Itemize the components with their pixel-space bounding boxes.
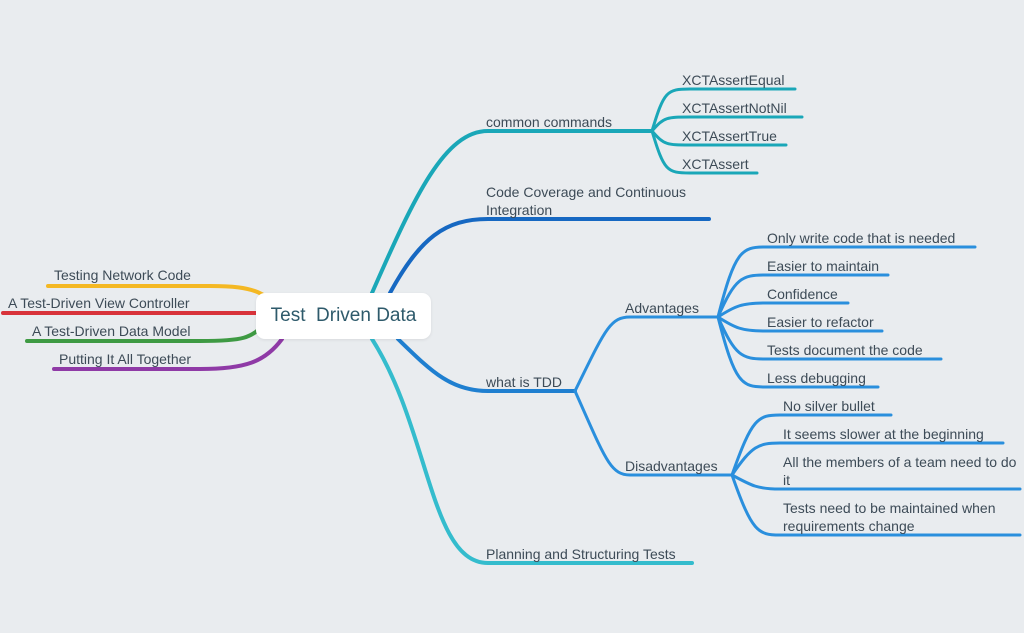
connector-disadvantage-0 bbox=[730, 413, 893, 477]
topic-less-debugging[interactable]: Less debugging bbox=[767, 370, 866, 386]
branch-test-driven-view-controller[interactable]: A Test-Driven View Controller bbox=[8, 295, 190, 311]
branch-putting-it-all-together[interactable]: Putting It All Together bbox=[59, 351, 192, 367]
connector-xctassert bbox=[650, 129, 759, 175]
topic-disadvantages[interactable]: Disadvantages bbox=[625, 458, 718, 474]
connector-code-coverage bbox=[388, 217, 711, 295]
topic-xctassertnotnil[interactable]: XCTAssertNotNil bbox=[682, 100, 787, 116]
connector-disadvantage-3 bbox=[730, 473, 1022, 537]
branch-test-driven-data-model[interactable]: A Test-Driven Data Model bbox=[32, 323, 191, 339]
connector-advantage-1 bbox=[716, 273, 890, 319]
connector-advantage-0 bbox=[716, 245, 977, 319]
connector-putting-together bbox=[52, 337, 284, 371]
connector-advantage-5 bbox=[716, 315, 880, 389]
connector-xctassertequal bbox=[650, 87, 797, 133]
connector-disadvantages bbox=[573, 389, 734, 477]
connector-xctassertnotnil bbox=[650, 115, 804, 133]
branch-what-is-tdd[interactable]: what is TDD bbox=[486, 374, 562, 390]
connector-planning bbox=[370, 337, 694, 565]
connector-advantage-3 bbox=[716, 315, 884, 333]
connector-disadvantage-1 bbox=[730, 441, 1005, 477]
topic-confidence[interactable]: Confidence bbox=[767, 286, 838, 302]
branch-code-coverage[interactable]: Code Coverage and Continuous Integration bbox=[486, 184, 687, 218]
branch-planning-structuring-tests[interactable]: Planning and Structuring Tests bbox=[486, 546, 676, 562]
topic-easier-to-refactor[interactable]: Easier to refactor bbox=[767, 314, 874, 330]
root-topic[interactable]: Test Driven Data bbox=[256, 293, 431, 339]
connector-advantages bbox=[573, 315, 720, 393]
topic-seems-slower[interactable]: It seems slower at the beginning bbox=[783, 426, 984, 442]
connector-advantage-4 bbox=[716, 315, 943, 361]
topic-advantages[interactable]: Advantages bbox=[625, 300, 699, 316]
topic-only-write-code-needed[interactable]: Only write code that is needed bbox=[767, 230, 956, 246]
connector-advantage-2 bbox=[716, 301, 850, 319]
connector-common-commands bbox=[370, 129, 654, 295]
connector-xctasserttrue bbox=[650, 129, 788, 147]
branch-testing-network-code[interactable]: Testing Network Code bbox=[54, 267, 191, 283]
topic-easier-to-maintain[interactable]: Easier to maintain bbox=[767, 258, 880, 274]
topic-all-members-of-team[interactable]: All the members of a team need to do it bbox=[783, 454, 1017, 488]
topic-xctassertequal[interactable]: XCTAssertEqual bbox=[682, 72, 785, 88]
topic-no-silver-bullet[interactable]: No silver bullet bbox=[783, 398, 875, 414]
connector-what-is-tdd bbox=[396, 337, 577, 393]
connector-disadvantage-2 bbox=[730, 473, 1022, 491]
topic-xctasserttrue[interactable]: XCTAssertTrue bbox=[682, 128, 777, 144]
topic-xctassert[interactable]: XCTAssert bbox=[682, 156, 749, 172]
topic-tests-document-code[interactable]: Tests document the code bbox=[767, 342, 923, 358]
branch-common-commands[interactable]: common commands bbox=[486, 114, 613, 130]
topic-tests-need-maintenance[interactable]: Tests need to be maintained when require… bbox=[783, 500, 996, 534]
